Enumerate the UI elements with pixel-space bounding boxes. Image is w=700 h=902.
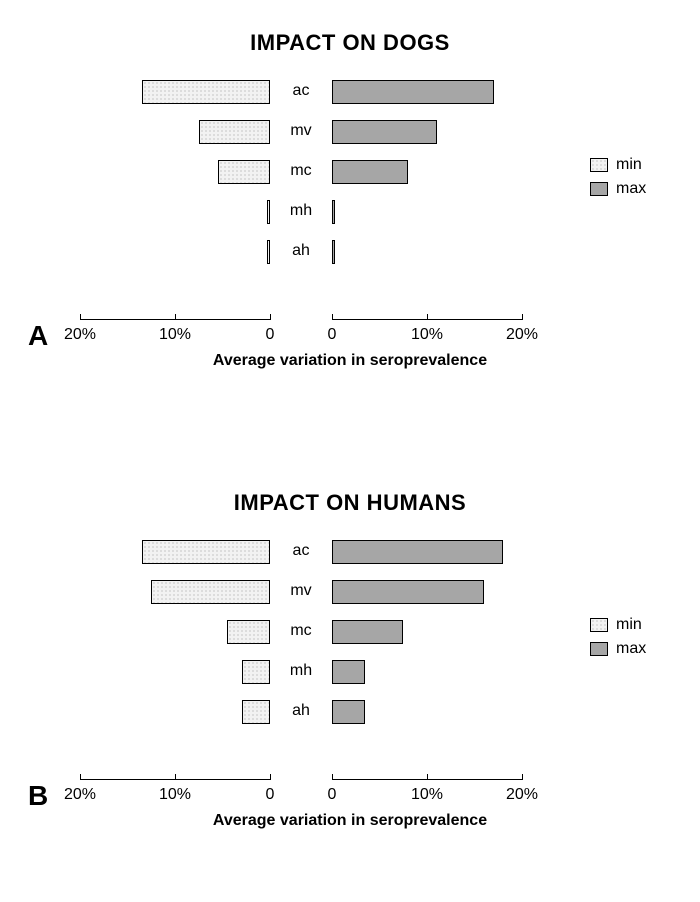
tick-label: 20% <box>64 326 96 344</box>
bar-max-mh <box>332 200 335 224</box>
panel-dogs-category-labels: ac mv mc mh ah <box>270 76 332 356</box>
category-label-ac: ac <box>270 542 332 560</box>
legend-min-swatch <box>590 158 608 172</box>
tick-label: 10% <box>159 786 191 804</box>
tick-label: 0 <box>266 786 275 804</box>
tick-label: 0 <box>328 326 337 344</box>
tick-label: 10% <box>159 326 191 344</box>
legend-min-label: min <box>616 156 642 174</box>
category-label-ah: ah <box>270 702 332 720</box>
legend-max-label: max <box>616 640 646 658</box>
tick <box>270 774 271 780</box>
legend-min-label: min <box>616 616 642 634</box>
bar-row-min <box>80 240 270 264</box>
bar-max-ah <box>332 240 335 264</box>
category-label-mh: mh <box>270 662 332 680</box>
tick <box>175 314 176 320</box>
bar-row-max <box>332 700 522 724</box>
tick <box>332 774 333 780</box>
panel-humans: IMPACT ON HUMANS ac mv mc mh ah 20% 10% 0 0 10% 2… <box>0 490 700 816</box>
category-label-ah: ah <box>270 242 332 260</box>
tick-label: 10% <box>411 786 443 804</box>
bar-row-max <box>332 620 522 644</box>
bar-row-max <box>332 660 522 684</box>
bar-row-max <box>332 80 522 104</box>
panel-humans-legend: min max <box>590 610 680 664</box>
bar-min-mc <box>218 160 270 184</box>
bar-row-max <box>332 200 522 224</box>
panel-humans-category-labels: ac mv mc mh ah <box>270 536 332 816</box>
bar-min-mv <box>151 580 270 604</box>
tick-label: 20% <box>506 326 538 344</box>
bar-min-ac <box>142 80 270 104</box>
bar-row-min <box>80 80 270 104</box>
legend-max: max <box>590 640 680 658</box>
tick <box>427 314 428 320</box>
tick-label: 0 <box>266 326 275 344</box>
panel-humans-title: IMPACT ON HUMANS <box>0 490 700 516</box>
tick <box>522 314 523 320</box>
bar-max-mc <box>332 160 408 184</box>
panel-humans-letter: B <box>28 780 48 812</box>
tick <box>80 774 81 780</box>
legend-max: max <box>590 180 680 198</box>
tick <box>332 314 333 320</box>
bar-min-mv <box>199 120 270 144</box>
bar-row-max <box>332 540 522 564</box>
bar-row-min <box>80 660 270 684</box>
category-label-ac: ac <box>270 82 332 100</box>
bar-min-ah <box>242 700 271 724</box>
tick <box>270 314 271 320</box>
tick-label: 20% <box>506 786 538 804</box>
bar-row-min <box>80 620 270 644</box>
bar-row-max <box>332 160 522 184</box>
page: IMPACT ON DOGS ac mv mc mh ah 20% 10% 0 0 10% 20%… <box>0 0 700 902</box>
bar-max-mv <box>332 120 437 144</box>
bar-max-mv <box>332 580 484 604</box>
tick-label: 20% <box>64 786 96 804</box>
tick-label: 0 <box>328 786 337 804</box>
bar-row-max <box>332 240 522 264</box>
tick <box>175 774 176 780</box>
category-label-mc: mc <box>270 622 332 640</box>
bar-row-min <box>80 580 270 604</box>
bar-row-min <box>80 540 270 564</box>
bar-row-max <box>332 120 522 144</box>
legend-max-label: max <box>616 180 646 198</box>
panel-dogs-letter: A <box>28 320 48 352</box>
panel-dogs-legend: min max <box>590 150 680 204</box>
legend-min: min <box>590 156 680 174</box>
panel-dogs-title: IMPACT ON DOGS <box>0 30 700 56</box>
panel-dogs-chart: acmvmcmhah 20%10%0010%20% Average variat… <box>0 76 700 356</box>
legend-max-swatch <box>590 182 608 196</box>
panel-humans-axis-title: Average variation in seroprevalence <box>0 812 700 830</box>
tick <box>427 774 428 780</box>
bar-min-mh <box>242 660 271 684</box>
bar-row-min <box>80 120 270 144</box>
bar-max-mc <box>332 620 403 644</box>
legend-max-swatch <box>590 642 608 656</box>
category-label-mv: mv <box>270 122 332 140</box>
bar-row-min <box>80 200 270 224</box>
category-label-mh: mh <box>270 202 332 220</box>
bar-max-ac <box>332 80 494 104</box>
bar-min-mc <box>227 620 270 644</box>
legend-min: min <box>590 616 680 634</box>
panel-dogs: IMPACT ON DOGS ac mv mc mh ah 20% 10% 0 0 10% 20%… <box>0 30 700 356</box>
tick-label: 10% <box>411 326 443 344</box>
panel-humans-chart: acmvmcmhah 20%10%0010%20% Average variat… <box>0 536 700 816</box>
tick <box>80 314 81 320</box>
bar-max-ah <box>332 700 365 724</box>
bar-row-min <box>80 160 270 184</box>
category-label-mv: mv <box>270 582 332 600</box>
tick <box>522 774 523 780</box>
bar-min-ac <box>142 540 270 564</box>
category-label-mc: mc <box>270 162 332 180</box>
legend-min-swatch <box>590 618 608 632</box>
bar-max-ac <box>332 540 503 564</box>
bar-row-max <box>332 580 522 604</box>
panel-dogs-axis-title: Average variation in seroprevalence <box>0 352 700 370</box>
bar-max-mh <box>332 660 365 684</box>
bar-row-min <box>80 700 270 724</box>
